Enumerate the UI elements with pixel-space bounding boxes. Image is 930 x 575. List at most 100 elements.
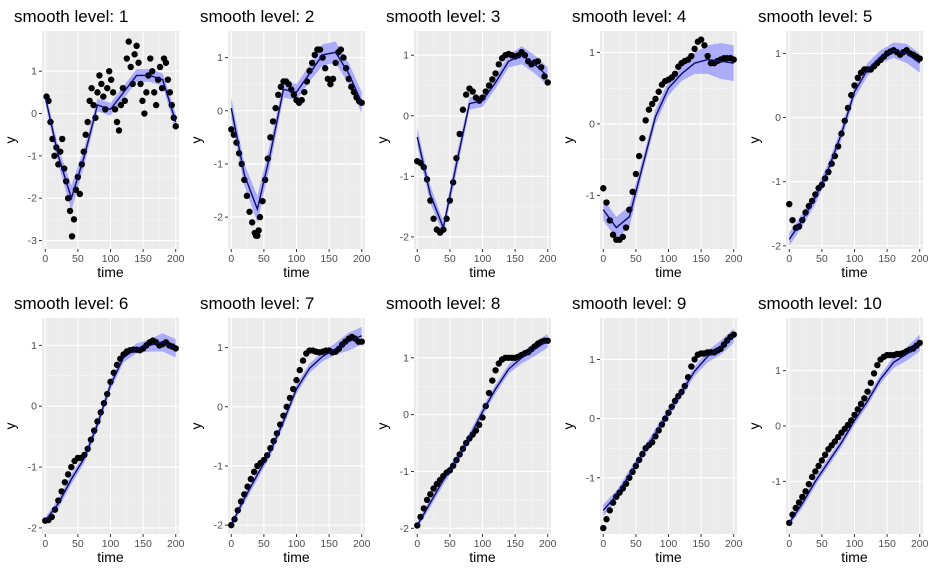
x-tick-label: 0 <box>786 253 792 265</box>
data-point <box>730 56 737 63</box>
y-tick-label: 0 <box>589 413 595 425</box>
y-tick-label: 1 <box>775 48 781 60</box>
x-tick-label: 150 <box>134 253 152 265</box>
y-axis-title: y <box>560 423 576 430</box>
data-point <box>792 504 799 512</box>
y-tick-label: 0 <box>31 108 37 120</box>
data-point <box>805 480 813 488</box>
panel-title: smooth level: 10 <box>758 294 882 313</box>
y-axis-title: y <box>746 137 762 144</box>
data-point <box>603 516 610 523</box>
y-tick-label: -1 <box>586 190 595 202</box>
data-point <box>248 219 256 226</box>
data-point <box>290 385 297 393</box>
data-point <box>423 496 431 504</box>
data-point <box>691 356 698 363</box>
x-tick-label: 100 <box>660 253 678 265</box>
data-point <box>786 200 793 208</box>
data-point <box>874 361 881 369</box>
x-tick-label: 100 <box>474 253 492 265</box>
x-tick-label: 150 <box>692 253 710 265</box>
x-tick-label: 150 <box>878 538 896 550</box>
panel-8: smooth level: 8 0 50 100 150 200 -2 -1 0 1 time y <box>374 294 557 565</box>
y-tick-label: 0 <box>217 401 223 413</box>
data-point <box>86 97 93 105</box>
x-axis-title: time <box>97 264 124 280</box>
x-tick-label: 100 <box>846 538 864 550</box>
data-point <box>269 118 277 125</box>
data-point <box>277 83 285 91</box>
x-tick-label: 200 <box>167 538 185 550</box>
smooth-line <box>230 51 363 212</box>
data-point <box>166 89 174 96</box>
data-point <box>815 462 822 470</box>
y-tick-label: 0 <box>217 105 223 117</box>
y-axis-title: y <box>2 423 18 430</box>
data-point <box>299 357 307 364</box>
y-tick-label: -1 <box>28 150 37 162</box>
y-axis-title: y <box>560 137 576 144</box>
y-tick-label: -1 <box>586 472 595 484</box>
data-point <box>306 67 313 75</box>
y-tick-label: -1 <box>772 476 781 488</box>
data-point <box>655 88 662 95</box>
x-axis-title: time <box>841 264 868 280</box>
data-point <box>164 76 172 83</box>
data-point <box>808 473 816 481</box>
data-point <box>821 451 829 458</box>
smooth-line <box>602 58 734 229</box>
x-axis-title: time <box>283 549 310 565</box>
data-point <box>795 499 803 506</box>
data-point <box>84 118 91 126</box>
data-point <box>125 38 132 45</box>
x-axis-title: time <box>841 549 868 565</box>
x-tick-label: 200 <box>911 538 929 550</box>
data-point <box>635 152 643 160</box>
smooth-line <box>788 49 921 240</box>
data-point <box>147 55 154 62</box>
data-point <box>854 406 861 413</box>
x-tick-label: 0 <box>600 253 606 265</box>
y-axis-title: y <box>2 137 18 144</box>
x-axis-title: time <box>655 549 682 565</box>
data-point <box>82 131 89 138</box>
panel-9: smooth level: 9 0 50 100 150 200 -1 0 1 time y <box>560 294 743 565</box>
data-point <box>55 497 62 504</box>
data-point <box>802 488 809 495</box>
data-point <box>259 197 266 205</box>
x-tick-label: 0 <box>414 538 420 550</box>
data-point <box>143 89 150 96</box>
data-point <box>476 421 483 429</box>
y-tick-label: -2 <box>400 231 409 243</box>
data-point <box>818 457 826 464</box>
x-tick-label: 50 <box>630 538 642 550</box>
y-tick-label: -2 <box>772 240 781 252</box>
data-point <box>107 76 115 83</box>
y-axis-title: y <box>746 423 762 430</box>
x-tick-label: 100 <box>660 538 678 550</box>
smooth-line <box>44 74 177 201</box>
data-point <box>254 232 261 239</box>
data-point <box>285 80 292 88</box>
panel-title: smooth level: 4 <box>572 7 686 26</box>
data-point <box>854 74 861 82</box>
x-axis-title: time <box>283 264 310 280</box>
panel-2: smooth level: 2 0 50 100 150 200 -2 -1 0 1 time y <box>188 7 371 280</box>
x-tick-label: 100 <box>288 253 306 265</box>
data-point <box>430 485 437 492</box>
data-point <box>864 388 871 395</box>
data-point <box>228 126 235 133</box>
x-tick-label: 200 <box>167 253 185 265</box>
panel-10: smooth level: 10 0 50 100 150 200 -1 0 1 time y <box>746 294 929 565</box>
data-point <box>332 59 339 67</box>
data-point <box>243 192 251 200</box>
panel-title: smooth level: 8 <box>386 294 500 313</box>
x-tick-label: 150 <box>134 538 152 550</box>
data-point <box>290 91 298 99</box>
data-point <box>358 338 365 345</box>
y-axis-title: y <box>188 423 204 430</box>
data-point <box>158 84 166 92</box>
smooth-line <box>788 342 921 524</box>
data-point <box>492 70 499 77</box>
